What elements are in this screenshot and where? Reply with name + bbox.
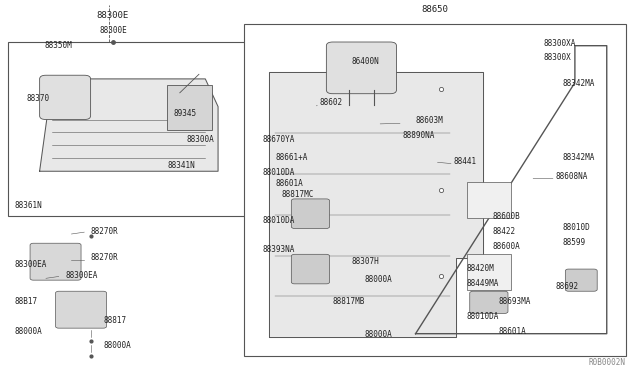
Text: 88010D: 88010D [562,223,590,232]
Polygon shape [269,71,483,337]
Text: 88600B: 88600B [492,212,520,221]
Text: 88608NA: 88608NA [556,171,588,181]
Text: 88601A: 88601A [275,179,303,188]
Text: 88817MB: 88817MB [333,297,365,306]
Text: 88000A: 88000A [365,275,392,284]
Text: 88370: 88370 [27,94,50,103]
FancyBboxPatch shape [470,291,508,313]
Text: 88361N: 88361N [14,201,42,210]
Text: 88393NA: 88393NA [262,246,295,254]
Text: 88000A: 88000A [14,327,42,336]
Text: 88010DA: 88010DA [262,168,295,177]
Text: 88300E: 88300E [97,11,129,20]
FancyBboxPatch shape [565,269,597,291]
Text: 88300X: 88300X [543,54,571,62]
Text: 88600A: 88600A [492,242,520,251]
Text: 88341N: 88341N [167,161,195,170]
Text: 88300EA: 88300EA [65,271,97,280]
Text: 88300XA: 88300XA [543,39,575,48]
Bar [467,182,511,218]
Text: 88603M: 88603M [415,116,444,125]
Text: 88693MA: 88693MA [499,297,531,306]
Text: 88010DA: 88010DA [467,312,499,321]
Text: 88817MC: 88817MC [282,190,314,199]
FancyBboxPatch shape [291,199,330,228]
Bar [467,254,511,291]
Text: 88650: 88650 [421,6,448,15]
Text: 88342MA: 88342MA [562,153,595,162]
Text: 88449MA: 88449MA [467,279,499,288]
FancyBboxPatch shape [30,243,81,280]
Text: 88601A: 88601A [499,327,526,336]
Text: 88599: 88599 [562,238,585,247]
FancyBboxPatch shape [326,42,396,94]
Text: 88661+A: 88661+A [275,153,308,162]
Text: R0B0002N: R0B0002N [589,358,626,367]
Text: 89345: 89345 [173,109,196,118]
Bar [8,42,250,215]
Text: 88692: 88692 [556,282,579,291]
Text: 88000A: 88000A [365,330,392,339]
Text: 88010DA: 88010DA [262,216,295,225]
Text: 88670YA: 88670YA [262,135,295,144]
Text: 88441: 88441 [454,157,477,166]
FancyBboxPatch shape [56,291,106,328]
FancyBboxPatch shape [291,254,330,284]
Text: 88602: 88602 [320,98,343,107]
Text: 88B17: 88B17 [14,297,37,306]
Text: 86400N: 86400N [352,57,380,66]
Text: 88342MA: 88342MA [562,79,595,88]
Text: 88350M: 88350M [45,41,72,49]
Text: 88000A: 88000A [103,341,131,350]
Text: 88300E: 88300E [99,26,127,35]
Polygon shape [40,79,218,171]
Text: 88817: 88817 [103,315,127,325]
Text: 88270R: 88270R [91,227,118,236]
Text: 88300EA: 88300EA [14,260,47,269]
Text: 88270R: 88270R [91,253,118,262]
Text: 88307H: 88307H [352,257,380,266]
Text: 88300A: 88300A [186,135,214,144]
Text: 88422: 88422 [492,227,515,236]
Text: 88420M: 88420M [467,264,494,273]
Bar [167,86,212,130]
FancyBboxPatch shape [40,75,91,119]
Text: 88890NA: 88890NA [403,131,435,140]
Bar [244,23,626,356]
